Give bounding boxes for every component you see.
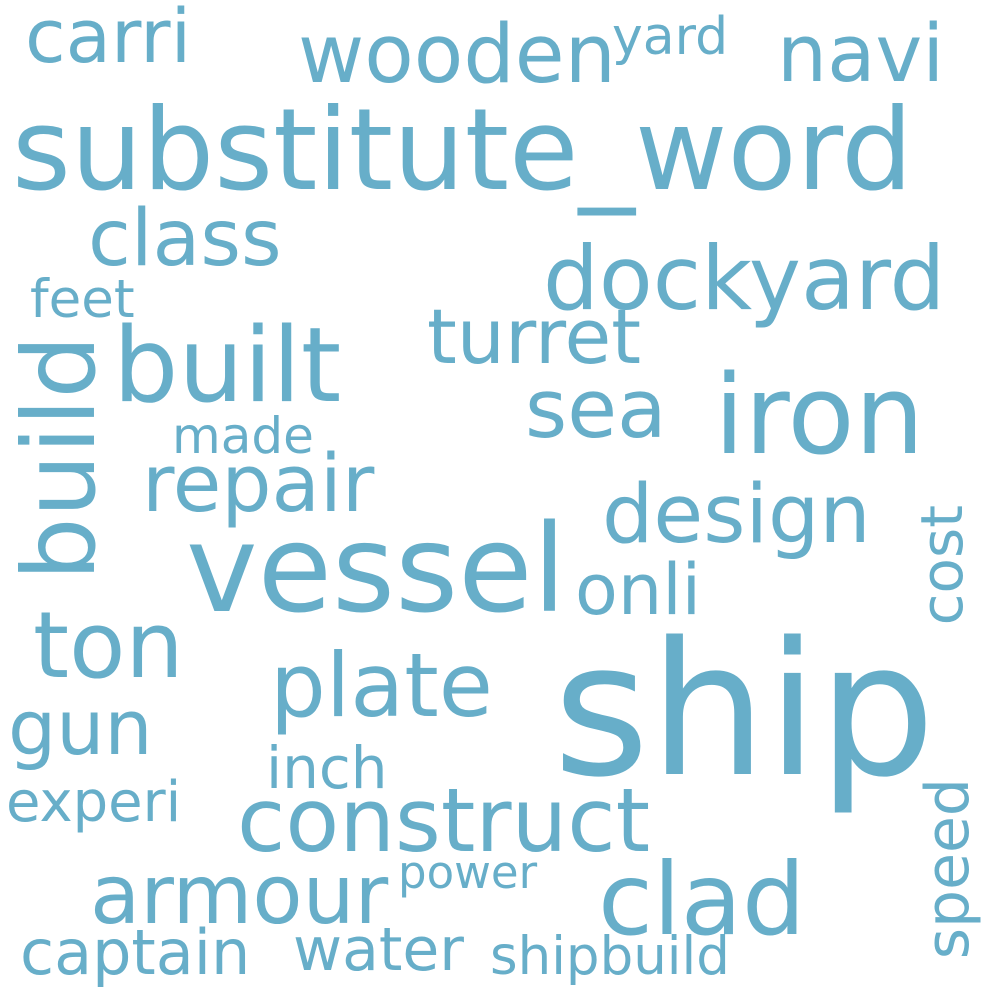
word-inch: inch bbox=[266, 734, 388, 802]
word-gun: gun bbox=[8, 683, 153, 772]
word-ship: ship bbox=[553, 602, 936, 818]
word-vessel: vessel bbox=[186, 499, 567, 640]
word-speed: speed bbox=[913, 778, 983, 960]
word-sea: sea bbox=[525, 363, 667, 457]
word-clad: clad bbox=[598, 841, 806, 958]
word-ton: ton bbox=[33, 592, 184, 699]
word-carri: carri bbox=[25, 0, 192, 80]
word-turret: turret bbox=[427, 292, 642, 381]
word-made: made bbox=[172, 407, 314, 465]
word-repair: repair bbox=[142, 438, 375, 530]
word-iron: iron bbox=[714, 351, 925, 479]
word-navi: navi bbox=[777, 8, 945, 100]
word-substitute_word: substitute_word bbox=[12, 84, 913, 216]
word-cost: cost bbox=[908, 505, 976, 626]
word-design: design bbox=[602, 468, 871, 562]
word-wooden: wooden bbox=[298, 8, 616, 102]
word-shipbuild: shipbuild bbox=[490, 926, 730, 987]
word-build: build bbox=[1, 335, 118, 581]
word-feet: feet bbox=[30, 269, 135, 330]
word-experi: experi bbox=[6, 770, 182, 835]
word-built: built bbox=[113, 306, 342, 426]
word-water: water bbox=[293, 915, 464, 985]
word-class: class bbox=[88, 194, 282, 284]
word-construct: construct bbox=[237, 769, 651, 872]
word-armour: armour bbox=[90, 848, 389, 943]
word-power: power bbox=[398, 846, 538, 899]
word-dockyard: dockyard bbox=[543, 227, 946, 330]
word-plate: plate bbox=[270, 634, 493, 737]
word-yard: yard bbox=[612, 7, 729, 67]
word-captain: captain bbox=[20, 916, 251, 989]
word-onli: onli bbox=[575, 549, 702, 631]
